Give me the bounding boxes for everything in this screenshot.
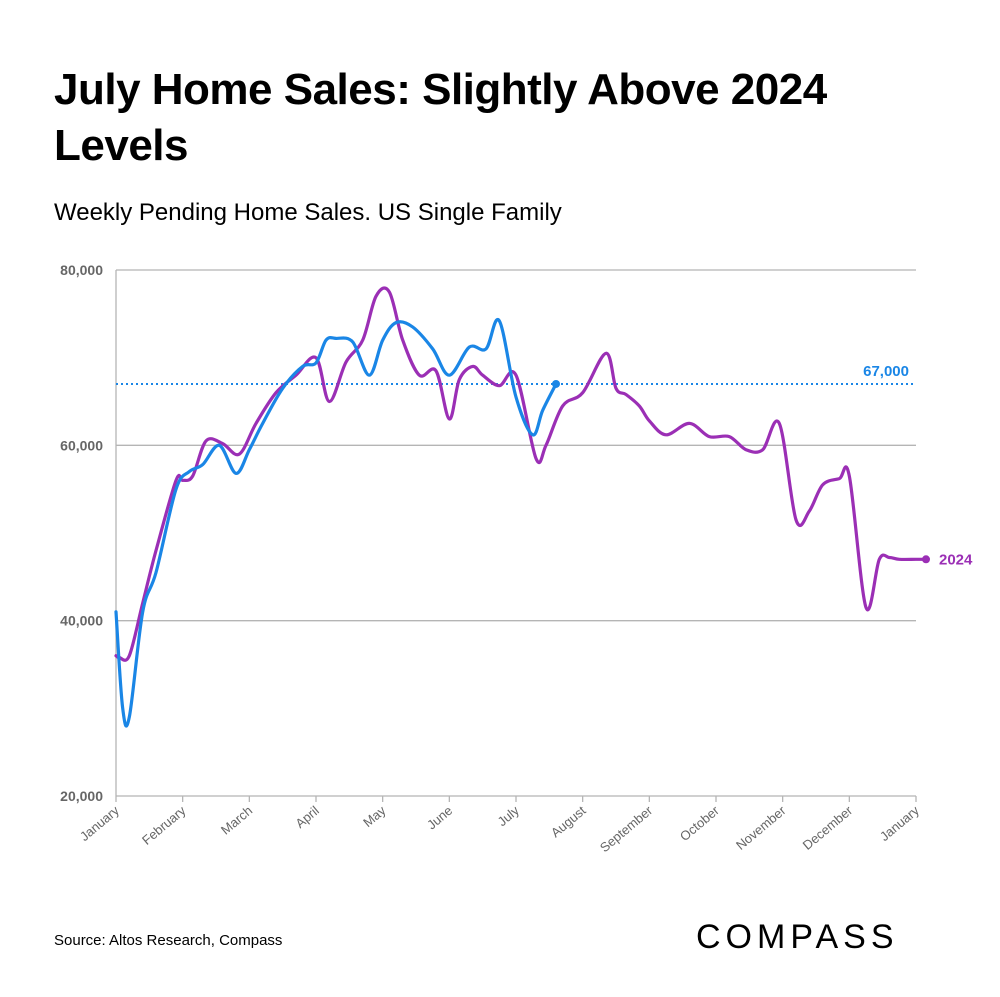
x-tick-label: November [733,802,789,852]
series-end-marker-2025 [552,379,560,388]
x-tick-label: September [597,802,656,855]
x-tick-label: August [548,803,589,841]
axes: 20,000 40,000 60,000 80,000 January February M… [60,262,922,855]
series-line-2025 [114,317,558,728]
x-tick-label: March [218,803,255,838]
x-tick-label: December [800,802,856,852]
y-tick-label: 40,000 [60,613,103,629]
gridlines [116,269,916,797]
compass-logo: COMPASS [696,918,899,956]
y-tick-label: 20,000 [60,788,103,804]
chart-subtitle: Weekly Pending Home Sales. US Single Fam… [54,199,562,226]
x-tick-label: April [292,803,322,831]
x-tick-label: May [360,802,389,830]
series-group [114,286,930,728]
x-tick-label: February [139,802,189,847]
source-note: Source: Altos Research, Compass [54,932,283,949]
y-tick-label: 80,000 [60,262,103,278]
series-end-marker-2024 [922,555,930,564]
x-tick-label: July [495,802,523,829]
x-tick-label: January [877,802,922,844]
reference-line-label: 67,000 [863,363,909,380]
chart-title: July Home Sales: Slightly Above 2024 Lev… [54,65,827,170]
labels-group: 67,000 2024 [863,363,973,568]
x-tick-label: January [77,802,122,844]
x-tick-label: June [424,803,455,833]
x-tick-label: October [677,802,723,844]
y-tick-label: 60,000 [60,437,103,453]
series-line-2024 [114,286,928,662]
series-end-label-2024: 2024 [939,551,973,568]
